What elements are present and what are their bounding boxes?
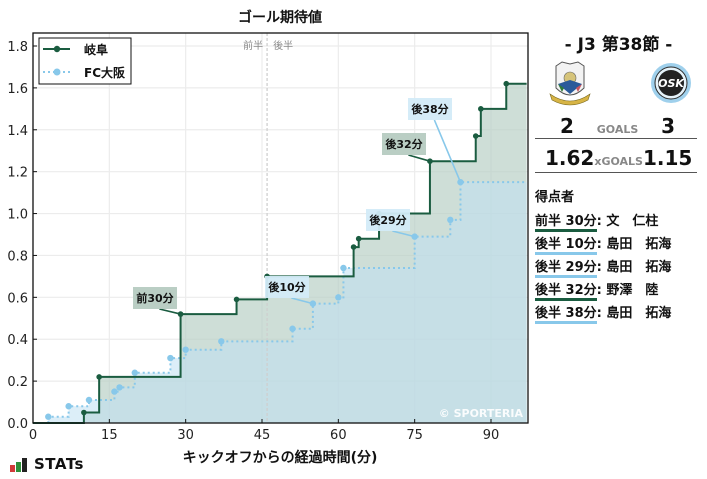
x-tick-label: 75 xyxy=(406,428,423,443)
y-tick-label: 1.8 xyxy=(7,40,28,55)
y-tick-label: 0.6 xyxy=(7,291,28,306)
scorer-name: : 島田 拓海 xyxy=(596,306,672,321)
y-tick-label: 1.4 xyxy=(7,124,28,139)
fc-gifu-logo-icon xyxy=(549,61,591,106)
scorer-time: 後半 38分 xyxy=(535,306,597,324)
x-tick-label: 0 xyxy=(29,428,37,443)
y-tick-label: 0.0 xyxy=(7,417,28,432)
scorer-time: 後半 10分 xyxy=(535,237,597,255)
y-tick-label: 0.8 xyxy=(7,249,28,264)
y-tick-label: 0.2 xyxy=(7,375,28,390)
annotation-box xyxy=(382,133,426,155)
x-axis-label: キックオフからの経過時間(分) xyxy=(183,449,378,466)
fc-osaka-logo-icon: OSK xyxy=(651,63,691,103)
goals-row: 2 GOALS 3 xyxy=(535,114,697,139)
legend-home-label: 岐阜 xyxy=(84,42,108,57)
svg-text:OSK: OSK xyxy=(658,77,685,90)
stats-logo: STATs xyxy=(10,457,84,472)
scorer-item: 前半 30分: 文 仁柱 xyxy=(535,210,658,232)
bar-chart-icon xyxy=(10,458,27,472)
scorer-item: 後半 32分: 野澤 陸 xyxy=(535,279,658,301)
x-tick-label: 30 xyxy=(177,428,194,443)
match-title: - J3 第38節 - xyxy=(564,35,673,55)
y-tick-label: 1.2 xyxy=(7,166,28,181)
first-half-label: 前半 xyxy=(243,39,263,52)
scorer-time: 後半 29分 xyxy=(535,260,597,278)
x-tick-label: 60 xyxy=(330,428,347,443)
x-tick-label: 15 xyxy=(101,428,118,443)
scorer-name: : 島田 拓海 xyxy=(596,260,672,275)
home-xg: 1.62 xyxy=(545,146,595,170)
annotation-box xyxy=(366,209,410,231)
annotation-label: 後38分 xyxy=(411,102,448,116)
annotation-label: 後10分 xyxy=(268,280,305,294)
x-tick-label: 90 xyxy=(483,428,500,443)
scorer-name: : 島田 拓海 xyxy=(596,237,672,252)
legend xyxy=(38,37,132,85)
y-tick-label: 1.0 xyxy=(7,208,28,223)
x-tick-label: 45 xyxy=(254,428,271,443)
stats-logo-text: STATs xyxy=(34,455,84,473)
annotation-box xyxy=(133,287,177,309)
scorer-time: 前半 30分 xyxy=(535,214,597,232)
annotation-label: 後29分 xyxy=(369,213,406,227)
scorer-item: 後半 10分: 島田 拓海 xyxy=(535,233,671,255)
chart-title: ゴール期待値 xyxy=(238,9,322,26)
away-goals: 3 xyxy=(661,114,675,138)
annotation-label: 前30分 xyxy=(136,291,173,305)
scorer-name: : 野澤 陸 xyxy=(596,283,659,298)
away-xg: 1.15 xyxy=(642,146,693,170)
second-half-label: 後半 xyxy=(273,39,293,52)
home-goals: 2 xyxy=(560,114,574,138)
annotation-box xyxy=(408,98,452,120)
annotation-box xyxy=(265,276,309,298)
y-tick-label: 1.6 xyxy=(7,82,28,97)
watermark: © SPORTERIA xyxy=(439,407,524,420)
scorer-item: 後半 38分: 島田 拓海 xyxy=(535,302,671,324)
scorer-name: : 文 仁柱 xyxy=(596,214,659,229)
scorer-time: 後半 32分 xyxy=(535,283,597,301)
xgoals-label: xGOALS xyxy=(594,155,643,168)
annotation-label: 後32分 xyxy=(385,137,422,151)
scorer-item: 後半 29分: 島田 拓海 xyxy=(535,256,671,278)
goals-label: GOALS xyxy=(596,123,639,136)
legend-away-label: FC大阪 xyxy=(84,65,126,80)
y-tick-label: 0.4 xyxy=(7,333,28,348)
scorers-title: 得点者 xyxy=(535,190,575,205)
xgoals-row: 1.62 xGOALS 1.15 xyxy=(535,146,697,173)
